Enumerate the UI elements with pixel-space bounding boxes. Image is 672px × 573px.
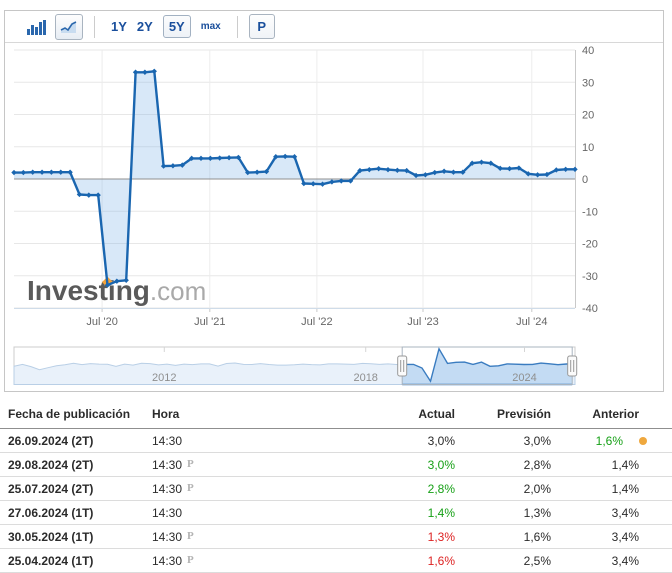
release-date: 29.08.2024 (2T) xyxy=(0,452,152,477)
period-button[interactable]: P xyxy=(248,14,275,39)
previous-value: 3,4% xyxy=(551,524,672,549)
release-date: 25.04.2024 (1T) xyxy=(0,548,152,573)
y-axis-label: -30 xyxy=(582,271,598,283)
header-prevision: Previsión xyxy=(455,398,551,429)
previous-value: 1,6% xyxy=(551,428,672,453)
navigator-handle-right[interactable] xyxy=(567,355,578,377)
bar-chart-icon xyxy=(27,19,46,35)
x-axis-label: Jul '23 xyxy=(407,316,438,328)
y-axis-label: -20 xyxy=(582,239,598,251)
header-hora: Hora xyxy=(152,398,345,429)
header-actual: Actual xyxy=(345,398,455,429)
release-time: 14:30 P xyxy=(152,524,345,549)
releases-table-wrap: Fecha de publicación Hora Actual Previsi… xyxy=(0,398,672,573)
actual-value: 1,4% xyxy=(345,500,455,525)
header-anterior: Anterior xyxy=(551,398,672,429)
forecast-value: 2,0% xyxy=(455,476,551,501)
y-axis-label: 20 xyxy=(582,110,594,122)
navigator-selected-region[interactable] xyxy=(14,346,575,386)
navigator-year-label: 2012 xyxy=(152,372,176,384)
chart-toolbar: 1Y 2Y 5Y max P xyxy=(5,11,663,43)
release-time: 14:30 xyxy=(152,428,345,453)
table-row[interactable]: 26.09.2024 (2T) 14:30 3,0% 3,0% 1,6% xyxy=(0,428,672,453)
area-chart-type-button[interactable] xyxy=(55,13,83,40)
release-time: 14:30 P xyxy=(152,452,345,477)
header-fecha: Fecha de publicación xyxy=(0,398,152,429)
previous-value: 3,4% xyxy=(551,548,672,573)
y-axis-label: 40 xyxy=(582,45,594,57)
releases-table: Fecha de publicación Hora Actual Previsi… xyxy=(0,398,672,573)
forecast-value: 2,8% xyxy=(455,452,551,477)
area-chart-icon xyxy=(60,20,77,33)
release-time: 14:30 P xyxy=(152,476,345,501)
y-axis-label: -40 xyxy=(582,303,598,315)
actual-value: 1,6% xyxy=(345,548,455,573)
actual-value: 1,3% xyxy=(345,524,455,549)
toolbar-separator xyxy=(94,15,95,38)
previous-value: 1,4% xyxy=(551,452,672,477)
y-axis-label: 10 xyxy=(582,142,594,154)
release-time: 14:30 xyxy=(152,500,345,525)
preliminary-icon: P xyxy=(187,554,194,566)
forecast-value: 3,0% xyxy=(455,428,551,453)
navigator-year-label: 2024 xyxy=(512,372,536,384)
table-row[interactable]: 25.07.2024 (2T) 14:30 P 2,8% 2,0% 1,4% xyxy=(0,476,672,501)
preliminary-icon: P xyxy=(187,482,194,494)
release-date: 26.09.2024 (2T) xyxy=(0,428,152,453)
x-axis-label: Jul '24 xyxy=(516,316,547,328)
toolbar-separator-2 xyxy=(236,15,238,38)
range-max-button[interactable]: max xyxy=(200,20,221,32)
range-1y-button[interactable]: 1Y xyxy=(111,19,127,34)
y-axis-label: -10 xyxy=(582,206,598,218)
release-time: 14:30 P xyxy=(152,548,345,573)
release-date: 30.05.2024 (1T) xyxy=(0,524,152,549)
series-area xyxy=(14,71,575,286)
event-dot xyxy=(639,436,647,445)
navigator-handle-left[interactable] xyxy=(397,355,408,377)
x-axis-label: Jul '21 xyxy=(194,316,225,328)
forecast-value: 2,5% xyxy=(455,548,551,573)
y-axis-label: 30 xyxy=(582,77,594,89)
x-axis-label: Jul '20 xyxy=(86,316,117,328)
release-date: 25.07.2024 (2T) xyxy=(0,476,152,501)
y-axis-label: 0 xyxy=(582,174,588,186)
chart-navigator[interactable]: 2012 2018 2024 xyxy=(5,345,657,389)
release-date: 27.06.2024 (1T) xyxy=(0,500,152,525)
table-header-row: Fecha de publicación Hora Actual Previsi… xyxy=(0,398,672,429)
range-button-group: 1Y 2Y 5Y max xyxy=(106,15,226,38)
previous-value: 3,4% xyxy=(551,500,672,525)
preliminary-icon: P xyxy=(187,458,194,470)
preliminary-icon: P xyxy=(187,530,194,542)
chart-widget: 1Y 2Y 5Y max P Jul '20 Jul '21 Jul '22 Jul '23… xyxy=(4,10,664,392)
actual-value: 3,0% xyxy=(345,452,455,477)
forecast-value: 1,6% xyxy=(455,524,551,549)
table-row[interactable]: 27.06.2024 (1T) 14:30 1,4% 1,3% 3,4% xyxy=(0,500,672,525)
range-2y-button[interactable]: 2Y xyxy=(136,19,153,34)
actual-value: 3,0% xyxy=(345,428,455,453)
main-chart[interactable]: Jul '20 Jul '21 Jul '22 Jul '23 Jul '24 40 30 2… xyxy=(5,42,657,334)
table-row[interactable]: 29.08.2024 (2T) 14:30 P 3,0% 2,8% 1,4% xyxy=(0,452,672,477)
previous-value: 1,4% xyxy=(551,476,672,501)
table-row[interactable]: 25.04.2024 (1T) 14:30 P 1,6% 2,5% 3,4% xyxy=(0,548,672,573)
forecast-value: 1,3% xyxy=(455,500,551,525)
table-row[interactable]: 30.05.2024 (1T) 14:30 P 1,3% 1,6% 3,4% xyxy=(0,524,672,549)
range-5y-button[interactable]: 5Y xyxy=(162,15,191,38)
actual-value: 2,8% xyxy=(345,476,455,501)
x-axis-label: Jul '22 xyxy=(301,316,332,328)
bar-chart-type-button[interactable] xyxy=(27,18,47,36)
navigator-year-label: 2018 xyxy=(353,372,377,384)
